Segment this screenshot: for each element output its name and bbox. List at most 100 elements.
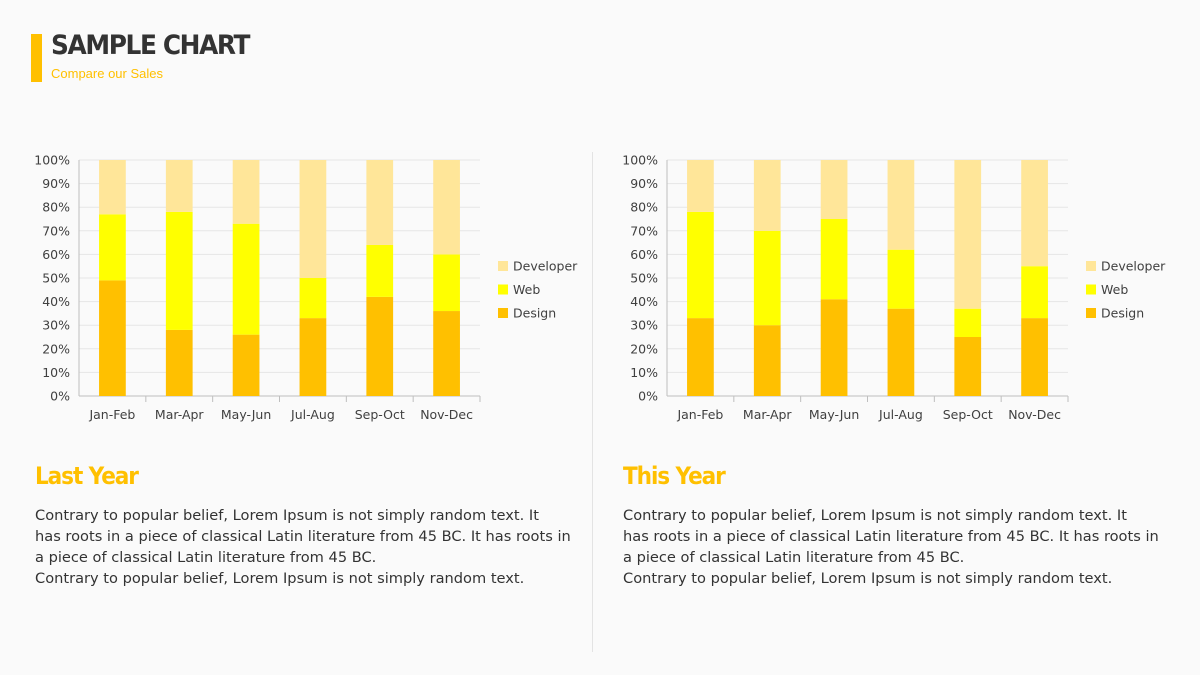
y-tick-label: 100%: [622, 153, 658, 168]
y-tick-label: 20%: [630, 341, 658, 356]
bar-developer-nov-dec: [1021, 160, 1048, 267]
bar-design-jul-aug: [299, 318, 327, 396]
bar-developer-mar-apr: [165, 160, 193, 212]
body-line: Contrary to popular belief, Lorem Ipsum …: [35, 570, 525, 587]
bar-design-nov-dec: [433, 311, 460, 396]
y-tick-label: 0%: [50, 389, 70, 404]
this-year-title: This Year: [623, 462, 726, 490]
bar-design-may-jun: [232, 334, 260, 396]
x-tick-label: Mar-Apr: [155, 407, 205, 422]
legend-label-web: Web: [513, 282, 540, 297]
bar-web-sep-oct: [954, 308, 982, 337]
last-year-chart: 0% 10% 20% 30% 40% 50% 60% 70% 80% 90% 100% Jan-Feb…: [0, 148, 590, 438]
y-tick-label: 100%: [34, 153, 70, 168]
legend-swatch-design: [1086, 308, 1096, 318]
body-line: Contrary to popular belief, Lorem Ipsum …: [623, 507, 1127, 524]
legend-swatch-web: [1086, 284, 1096, 295]
x-tick-label: Jul-Aug: [290, 407, 335, 422]
bar-developer-sep-oct: [366, 160, 394, 245]
legend-label-developer: Developer: [1101, 259, 1166, 274]
this-year-chart: 0% 10% 20% 30% 40% 50% 60% 70% 80% 90% 100% Jan-Feb…: [588, 148, 1178, 438]
last-year-title: Last Year: [35, 462, 139, 490]
legend-label-web: Web: [1101, 282, 1128, 297]
y-tick-label: 40%: [630, 294, 658, 309]
y-tick-label: 10%: [630, 365, 658, 380]
body-line: has roots in a piece of classical Latin …: [35, 528, 571, 545]
bar-web-may-jun: [232, 223, 260, 335]
y-tick-label: 30%: [630, 318, 658, 333]
body-line: Contrary to popular belief, Lorem Ipsum …: [623, 570, 1113, 587]
bar-developer-may-jun: [820, 160, 848, 219]
legend-label-developer: Developer: [513, 259, 578, 274]
bar-developer-jul-aug: [887, 160, 915, 250]
y-tick-label: 80%: [630, 200, 658, 215]
legend-label-design: Design: [1101, 306, 1144, 321]
x-tick-label: Sep-Oct: [355, 407, 405, 422]
bar-design-jul-aug: [887, 308, 915, 396]
y-tick-label: 90%: [42, 176, 70, 191]
bar-web-jul-aug: [887, 249, 915, 309]
y-tick-label: 70%: [42, 223, 70, 238]
bar-design-jan-feb: [687, 318, 714, 396]
y-tick-label: 90%: [630, 176, 658, 191]
legend-swatch-developer: [1086, 261, 1096, 271]
x-tick-label: Nov-Dec: [420, 407, 473, 422]
y-tick-label: 70%: [630, 223, 658, 238]
y-tick-label: 20%: [42, 341, 70, 356]
page-title: SAMPLE CHART: [51, 30, 251, 61]
x-tick-label: May-Jun: [809, 407, 859, 422]
page-subtitle: Compare our Sales: [51, 66, 163, 81]
bar-design-may-jun: [820, 299, 848, 396]
legend-label-design: Design: [513, 306, 556, 321]
legend-swatch-design: [498, 308, 508, 318]
bar-web-nov-dec: [433, 254, 460, 312]
x-tick-label: May-Jun: [221, 407, 271, 422]
x-tick-label: Jan-Feb: [88, 407, 135, 422]
bar-design-mar-apr: [165, 329, 193, 396]
bar-design-nov-dec: [1021, 318, 1048, 396]
y-tick-label: 80%: [42, 200, 70, 215]
bar-design-jan-feb: [99, 280, 126, 396]
y-tick-label: 40%: [42, 294, 70, 309]
bar-developer-jul-aug: [299, 160, 327, 278]
bar-developer-mar-apr: [753, 160, 781, 231]
y-tick-label: 60%: [630, 247, 658, 262]
last-year-text: Contrary to popular belief, Lorem Ipsum …: [35, 505, 571, 589]
bar-web-mar-apr: [165, 211, 193, 330]
legend-swatch-developer: [498, 261, 508, 271]
y-tick-label: 50%: [630, 271, 658, 286]
bar-web-nov-dec: [1021, 266, 1048, 319]
bar-web-may-jun: [820, 219, 848, 300]
column-divider: [592, 152, 593, 652]
body-line: a piece of classical Latin literature fr…: [623, 549, 965, 566]
body-line: a piece of classical Latin literature fr…: [35, 549, 377, 566]
bar-design-sep-oct: [366, 296, 394, 396]
bar-web-mar-apr: [753, 230, 781, 326]
y-tick-label: 60%: [42, 247, 70, 262]
this-year-text: Contrary to popular belief, Lorem Ipsum …: [623, 505, 1159, 589]
bar-developer-jan-feb: [687, 160, 714, 212]
bar-developer-may-jun: [232, 160, 260, 224]
bar-developer-nov-dec: [433, 160, 460, 255]
bar-developer-sep-oct: [954, 160, 982, 309]
body-line: Contrary to popular belief, Lorem Ipsum …: [35, 507, 539, 524]
bar-design-mar-apr: [753, 325, 781, 396]
bar-design-sep-oct: [954, 337, 982, 396]
title-accent-bar: [31, 34, 42, 82]
y-tick-label: 0%: [638, 389, 658, 404]
bar-developer-jan-feb: [99, 160, 126, 215]
bar-web-jan-feb: [99, 214, 126, 281]
x-tick-label: Jul-Aug: [878, 407, 923, 422]
x-tick-label: Sep-Oct: [943, 407, 993, 422]
bar-web-jul-aug: [299, 278, 327, 319]
body-line: has roots in a piece of classical Latin …: [623, 528, 1159, 545]
x-tick-label: Mar-Apr: [743, 407, 793, 422]
y-tick-label: 50%: [42, 271, 70, 286]
bar-web-jan-feb: [687, 211, 714, 319]
y-tick-label: 30%: [42, 318, 70, 333]
bar-web-sep-oct: [366, 244, 394, 297]
legend-swatch-web: [498, 284, 508, 295]
y-tick-label: 10%: [42, 365, 70, 380]
x-tick-label: Jan-Feb: [676, 407, 723, 422]
x-tick-label: Nov-Dec: [1008, 407, 1061, 422]
